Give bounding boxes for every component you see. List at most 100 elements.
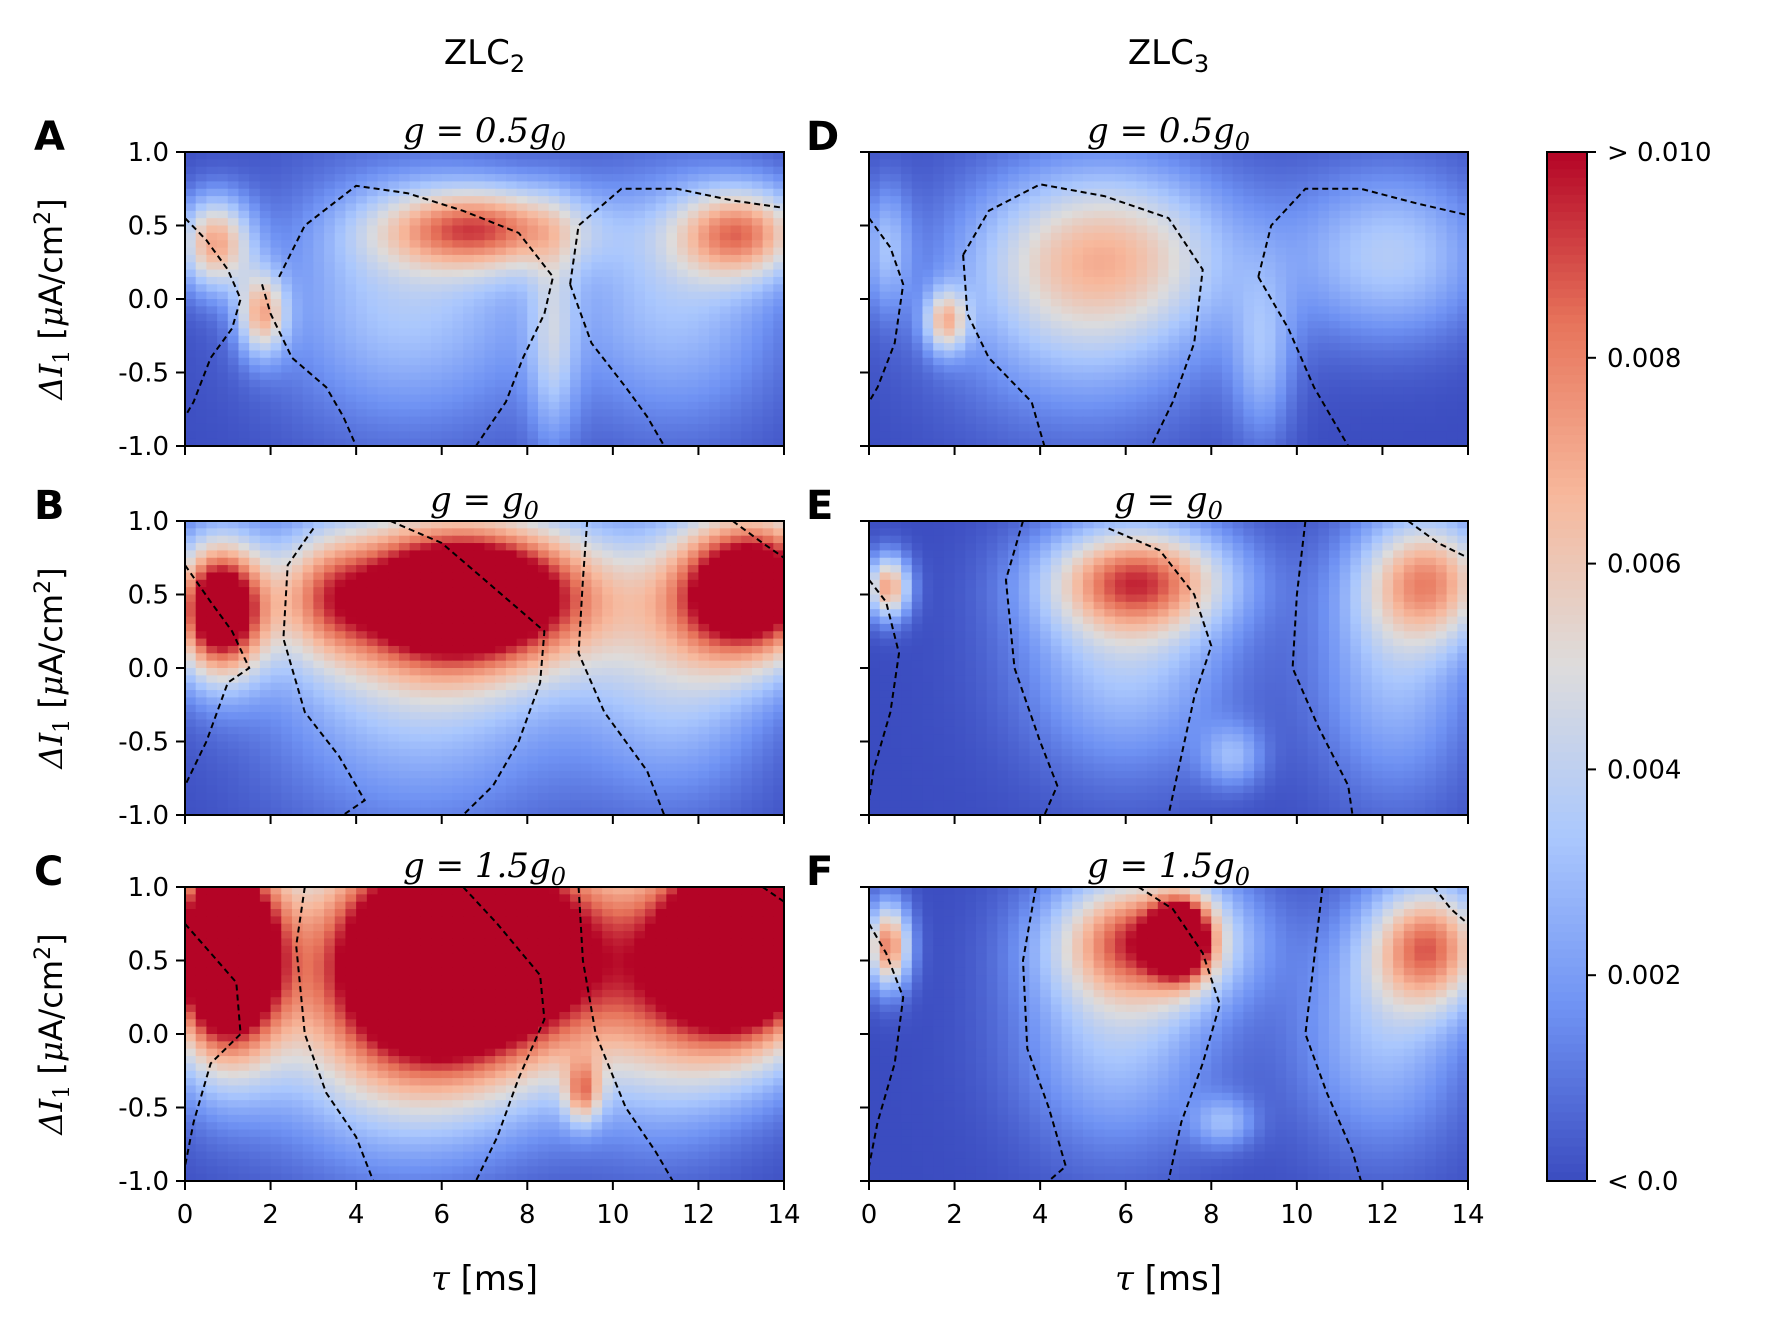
heatmap-cell <box>388 623 400 632</box>
heatmap-cell <box>366 668 379 676</box>
heatmap-cell <box>313 535 325 544</box>
heatmap-cell <box>612 387 625 396</box>
heatmap-cell <box>505 726 518 735</box>
heatmap-cell <box>249 188 261 197</box>
heatmap-cell <box>463 638 475 647</box>
heatmap-cell <box>473 638 486 647</box>
heatmap-cell <box>473 262 486 271</box>
heatmap-cell <box>473 401 486 410</box>
heatmap-cell <box>324 557 336 566</box>
heatmap-cell <box>505 609 518 618</box>
heatmap-cell <box>356 299 368 307</box>
heatmap-cell <box>238 528 250 537</box>
heatmap-cell <box>324 931 336 940</box>
heatmap-cell <box>281 675 293 684</box>
heatmap-cell <box>217 572 229 581</box>
heatmap-cell <box>398 152 411 160</box>
heatmap-cell <box>398 431 411 440</box>
heatmap-cell <box>302 734 314 743</box>
heatmap-cell <box>580 335 593 344</box>
heatmap-cell <box>409 909 421 917</box>
heatmap-cell <box>249 748 261 757</box>
heatmap-cell <box>612 225 625 234</box>
heatmap-cell <box>441 675 454 684</box>
heatmap-cell <box>612 704 625 713</box>
heatmap-cell <box>741 631 753 640</box>
heatmap-cell <box>602 343 614 352</box>
heatmap-cell <box>238 901 250 910</box>
heatmap-cell <box>227 616 240 625</box>
y-tick-label: 0.0 <box>128 654 169 684</box>
heatmap-cell <box>270 343 282 352</box>
heatmap-cell <box>452 682 464 691</box>
heatmap-cell <box>238 609 250 618</box>
heatmap-cell <box>698 409 710 418</box>
heatmap-cell <box>249 299 261 307</box>
heatmap-cell <box>495 218 507 227</box>
heatmap-cell <box>185 763 197 772</box>
heatmap-cell <box>655 188 667 197</box>
heatmap-cell <box>195 181 207 190</box>
heatmap-cell <box>388 770 400 779</box>
heatmap-cell <box>591 284 603 293</box>
heatmap-cell <box>281 543 293 551</box>
heatmap-cell <box>324 174 336 182</box>
heatmap-cell <box>463 394 475 403</box>
heatmap-cell <box>634 594 646 603</box>
heatmap-cell <box>612 572 625 581</box>
heatmap-cell <box>580 350 593 359</box>
heatmap-cell <box>217 550 229 559</box>
heatmap-cell <box>687 254 700 263</box>
heatmap-cell <box>463 609 475 618</box>
heatmap-cell <box>217 387 229 396</box>
heatmap-cell <box>356 254 368 263</box>
heatmap-cell <box>537 601 550 610</box>
heatmap-cell <box>719 668 732 676</box>
heatmap-cell <box>580 210 593 219</box>
heatmap-cell <box>719 565 732 574</box>
heatmap-cell <box>324 668 336 676</box>
heatmap-cell <box>644 166 657 175</box>
heatmap-cell <box>249 210 261 219</box>
heatmap-cell <box>719 616 732 625</box>
heatmap-cell <box>505 438 518 447</box>
heatmap-cell <box>655 557 667 566</box>
heatmap-cell <box>452 299 464 307</box>
heatmap-cell <box>634 409 646 418</box>
heatmap-cell <box>185 394 197 403</box>
heatmap-cell <box>249 923 261 932</box>
heatmap-cell <box>612 668 625 676</box>
heatmap-cell <box>623 181 635 190</box>
heatmap-cell <box>377 313 389 322</box>
heatmap-cell <box>238 572 250 581</box>
heatmap-cell <box>398 218 411 227</box>
heatmap-cell <box>719 269 732 278</box>
heatmap-cell <box>719 756 732 765</box>
heatmap-cell <box>334 152 347 160</box>
heatmap-cell <box>687 638 700 647</box>
heatmap-cell <box>548 357 560 366</box>
heatmap-cell <box>441 188 454 197</box>
heatmap-cell <box>259 543 272 551</box>
heatmap-cell <box>698 778 710 787</box>
heatmap-cell <box>548 188 560 197</box>
heatmap-cell <box>634 225 646 234</box>
heatmap-cell <box>698 196 710 205</box>
heatmap-cell <box>441 638 454 647</box>
heatmap-cell <box>409 894 421 903</box>
heatmap-cell <box>249 807 261 816</box>
heatmap-cell <box>195 313 207 322</box>
heatmap-cell <box>227 623 240 632</box>
heatmap-cell <box>537 394 550 403</box>
heatmap-cell <box>484 638 496 647</box>
heatmap-cell <box>185 938 197 947</box>
heatmap-cell <box>227 638 240 647</box>
heatmap-cell <box>291 321 304 329</box>
heatmap-cell <box>270 401 282 410</box>
heatmap-cell <box>324 535 336 544</box>
heatmap-cell <box>644 401 657 410</box>
heatmap-cell <box>270 660 282 669</box>
heatmap-cell <box>313 690 325 698</box>
heatmap-cell <box>291 594 304 603</box>
heatmap-cell <box>537 174 550 182</box>
